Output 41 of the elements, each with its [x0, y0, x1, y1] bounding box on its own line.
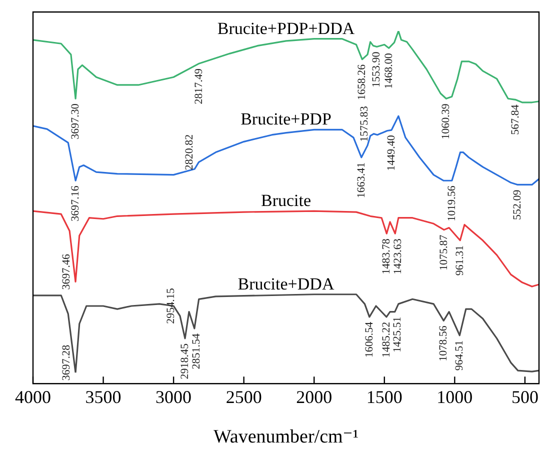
annotation: 1553.90	[370, 51, 383, 88]
annotation: 1468.00	[382, 52, 395, 89]
x-tick-label: 1000	[436, 387, 473, 408]
annotation: 552.09	[512, 189, 524, 220]
x-axis-title: Wavenumber/cm⁻¹	[213, 426, 359, 448]
x-tick-label: 3000	[156, 387, 192, 408]
annotation: 1423.63	[392, 238, 404, 274]
annotation: 961.31	[454, 245, 466, 276]
annotation: 2817.49	[193, 68, 206, 104]
x-tick-label: 2500	[226, 387, 262, 408]
x-tick-label: 4000	[15, 387, 51, 408]
annotation: 567.84	[509, 104, 522, 135]
x-tick-label: 2000	[296, 387, 332, 408]
annotation: 1485.22	[380, 322, 392, 358]
annotation: 3697.46	[60, 253, 72, 290]
annotation: 1019.56	[446, 185, 458, 222]
annotation: 1425.51	[392, 316, 404, 353]
annotation: 1606.54	[363, 321, 376, 358]
annotation: 1075.87	[438, 234, 450, 271]
annotation: 1078.56	[438, 325, 450, 362]
annotation: 1449.40	[385, 134, 398, 171]
annotation: 1658.26	[356, 64, 368, 100]
annotation: 1060.39	[440, 103, 452, 140]
series-label: Brucite+PDP+DDA	[217, 18, 356, 38]
x-tick-label: 3500	[85, 387, 122, 408]
annotation: 1483.78	[380, 238, 393, 274]
annotation: 1575.83	[358, 106, 371, 142]
series-label: Brucite+PDP	[240, 110, 332, 129]
annotation: 3697.16	[69, 185, 82, 222]
series-label: Brucite+DDA	[238, 274, 335, 294]
x-tick-label: 500	[511, 387, 538, 408]
annotation: 2918.45	[178, 342, 191, 380]
annotation: 2820.82	[184, 134, 196, 170]
x-tick-label: 1500	[366, 387, 402, 408]
series-label: Brucite	[260, 191, 312, 210]
annotation: 3697.30	[69, 103, 82, 140]
annotation: 2954.15	[164, 288, 177, 324]
annotation: 964.51	[454, 340, 466, 371]
annotation: 1663.41	[355, 162, 368, 198]
annotation: 3697.28	[60, 344, 72, 381]
annotation: 2851.54	[190, 333, 202, 370]
